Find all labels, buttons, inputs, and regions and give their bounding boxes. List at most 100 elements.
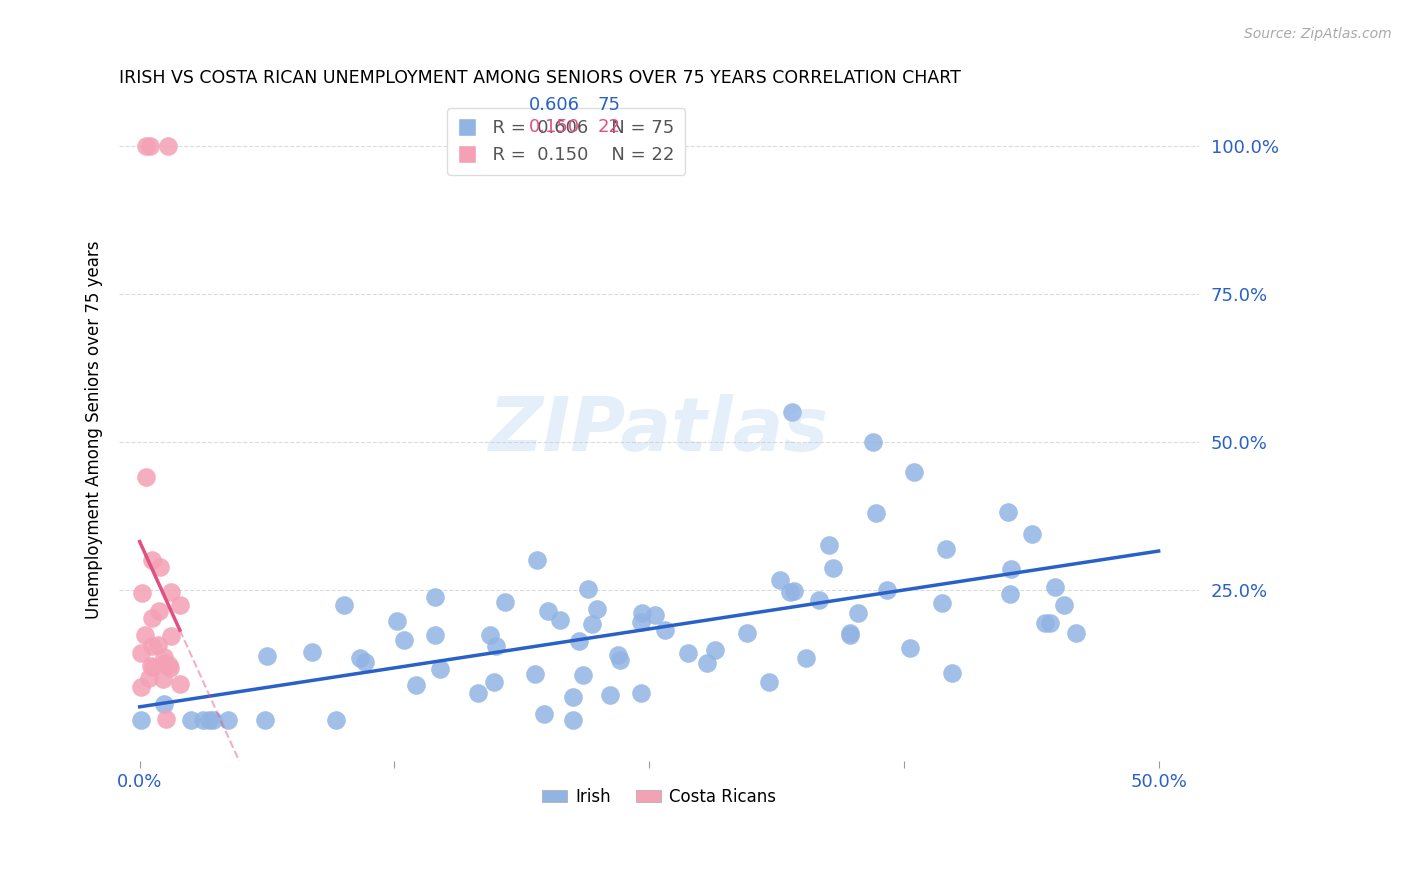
Text: Source: ZipAtlas.com: Source: ZipAtlas.com [1244, 27, 1392, 41]
Point [157, 657, 180, 672]
Point [153, 649, 176, 664]
Point [703, 643, 725, 657]
Point [607, 648, 630, 662]
Point [134, 628, 156, 642]
Point [576, 582, 599, 596]
Point [141, 611, 163, 625]
Point [148, 604, 170, 618]
Point [159, 661, 181, 675]
Text: 0.150: 0.150 [529, 118, 579, 136]
Point [429, 662, 451, 676]
Point [385, 614, 408, 628]
Point [644, 608, 666, 623]
Point [1033, 615, 1056, 630]
Point [898, 640, 921, 655]
Point [862, 434, 884, 449]
Point [1000, 562, 1022, 576]
Point [467, 686, 489, 700]
Point [783, 583, 806, 598]
Point [354, 655, 377, 669]
Point [494, 595, 516, 609]
Point [537, 604, 560, 618]
Point [1000, 587, 1022, 601]
Point [152, 672, 174, 686]
Point [141, 553, 163, 567]
Point [769, 573, 792, 587]
Point [935, 541, 957, 556]
Point [524, 667, 547, 681]
Point [1053, 598, 1076, 612]
Point [821, 560, 844, 574]
Point [392, 633, 415, 648]
Point [876, 582, 898, 597]
Point [180, 713, 202, 727]
Point [548, 613, 571, 627]
Point [405, 677, 427, 691]
Legend: Irish, Costa Ricans: Irish, Costa Ricans [536, 781, 783, 813]
Point [139, 139, 162, 153]
Point [325, 713, 347, 727]
Point [630, 615, 652, 630]
Point [425, 590, 447, 604]
Point [135, 139, 157, 153]
Text: ZIPatlas: ZIPatlas [489, 393, 830, 467]
Point [586, 602, 609, 616]
Point [808, 593, 831, 607]
Y-axis label: Unemployment Among Seniors over 75 years: Unemployment Among Seniors over 75 years [86, 241, 103, 619]
Point [903, 465, 925, 479]
Point [160, 629, 183, 643]
Point [780, 405, 803, 419]
Point [609, 653, 631, 667]
Point [138, 671, 160, 685]
Point [599, 688, 621, 702]
Point [654, 624, 676, 638]
Point [149, 560, 172, 574]
Point [157, 139, 180, 153]
Point [838, 628, 860, 642]
Point [779, 584, 801, 599]
Point [349, 651, 371, 665]
Point [484, 674, 506, 689]
Point [141, 658, 163, 673]
Point [817, 538, 839, 552]
Point [737, 625, 759, 640]
Point [758, 674, 780, 689]
Point [131, 586, 153, 600]
Point [941, 665, 963, 680]
Point [931, 596, 953, 610]
Point [155, 712, 177, 726]
Point [135, 470, 157, 484]
Point [796, 651, 818, 665]
Point [191, 713, 214, 727]
Point [485, 639, 508, 653]
Point [129, 713, 152, 727]
Point [581, 617, 603, 632]
Point [1043, 580, 1066, 594]
Point [839, 625, 862, 640]
Point [533, 707, 555, 722]
Text: 75: 75 [598, 96, 620, 114]
Point [865, 506, 887, 520]
Point [301, 645, 323, 659]
Point [696, 656, 718, 670]
Point [256, 648, 278, 663]
Point [572, 668, 595, 682]
Point [153, 656, 176, 670]
Point [1039, 615, 1062, 630]
Point [676, 646, 699, 660]
Point [479, 628, 502, 642]
Point [848, 606, 870, 620]
Point [526, 553, 548, 567]
Point [152, 698, 174, 712]
Point [630, 685, 652, 699]
Point [197, 713, 219, 727]
Text: 22: 22 [598, 118, 620, 136]
Point [1021, 526, 1043, 541]
Point [169, 598, 191, 612]
Point [1066, 626, 1088, 640]
Point [141, 639, 163, 653]
Point [425, 627, 447, 641]
Point [561, 690, 583, 704]
Point [562, 713, 585, 727]
Point [129, 680, 152, 694]
